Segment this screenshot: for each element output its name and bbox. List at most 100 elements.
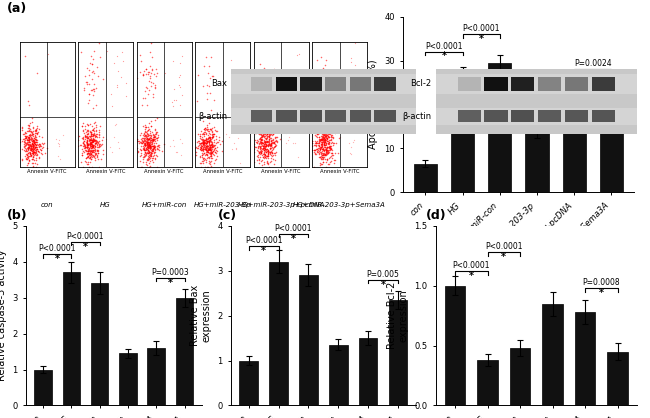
Point: [76, 142, 86, 149]
Point: [31, 134, 42, 140]
Point: [34, 141, 45, 148]
Point: [18, 143, 29, 150]
Point: [318, 69, 328, 75]
Point: [266, 141, 276, 148]
Point: [31, 164, 42, 171]
Point: [270, 143, 280, 149]
Point: [209, 139, 220, 145]
Point: [259, 64, 269, 71]
Point: [140, 140, 151, 147]
Point: [205, 145, 215, 152]
Point: [198, 137, 208, 144]
Point: [20, 133, 31, 140]
Point: [201, 143, 211, 150]
Point: [257, 81, 267, 88]
Point: [208, 143, 218, 150]
Point: [313, 140, 323, 146]
Point: [320, 152, 331, 158]
Text: HG+miR-203-3p: HG+miR-203-3p: [194, 202, 252, 208]
Point: [195, 146, 205, 153]
Point: [248, 158, 259, 165]
Point: [263, 135, 273, 141]
Point: [202, 96, 212, 103]
Text: HG+miR-203-3p+pcDNA: HG+miR-203-3p+pcDNA: [237, 202, 325, 208]
Point: [195, 132, 205, 139]
Point: [192, 98, 203, 105]
Bar: [176, 298, 193, 405]
Point: [205, 153, 215, 159]
Point: [260, 143, 270, 150]
Point: [81, 138, 92, 144]
Bar: [565, 77, 588, 91]
Point: [90, 143, 101, 149]
Point: [138, 72, 148, 79]
Point: [253, 151, 263, 158]
Point: [90, 149, 101, 156]
Point: [23, 145, 33, 152]
Point: [259, 139, 270, 145]
Point: [321, 150, 332, 157]
Text: *: *: [381, 280, 385, 290]
Point: [27, 141, 38, 148]
Point: [261, 146, 272, 153]
Point: [37, 140, 47, 146]
Point: [266, 154, 276, 161]
Point: [265, 145, 276, 151]
Point: [88, 126, 99, 133]
Point: [89, 88, 99, 94]
Point: [315, 145, 325, 152]
Bar: [300, 110, 322, 122]
Point: [142, 138, 153, 145]
Point: [23, 128, 33, 135]
Point: [323, 131, 333, 138]
Point: [85, 133, 96, 140]
Point: [263, 142, 273, 148]
Point: [175, 59, 185, 66]
Point: [141, 145, 151, 152]
Point: [322, 86, 332, 92]
Point: [147, 143, 157, 150]
Point: [268, 144, 279, 151]
Point: [318, 130, 329, 137]
Point: [263, 140, 273, 147]
Point: [195, 160, 205, 166]
Point: [317, 149, 327, 156]
Point: [198, 117, 208, 124]
Point: [260, 140, 270, 146]
Point: [318, 134, 328, 140]
Point: [315, 153, 326, 160]
Point: [313, 140, 324, 146]
Point: [25, 132, 35, 138]
Point: [30, 138, 40, 145]
Point: [266, 150, 277, 157]
Point: [328, 135, 338, 141]
Point: [324, 143, 335, 150]
Point: [136, 135, 146, 142]
Point: [315, 149, 325, 155]
Text: HG+miR-con: HG+miR-con: [142, 202, 187, 208]
Point: [23, 133, 33, 140]
Point: [262, 142, 272, 148]
Point: [140, 137, 151, 144]
Point: [140, 151, 150, 158]
Point: [89, 130, 99, 136]
Point: [153, 147, 164, 153]
Point: [207, 135, 217, 141]
Point: [20, 135, 30, 142]
Point: [91, 131, 101, 138]
Point: [121, 93, 131, 99]
Point: [266, 140, 276, 147]
Point: [259, 141, 270, 148]
Point: [145, 129, 155, 136]
Point: [88, 136, 98, 143]
Point: [326, 146, 336, 153]
Point: [207, 131, 217, 138]
Point: [318, 138, 328, 145]
Point: [86, 145, 97, 152]
Point: [208, 97, 218, 104]
Point: [261, 138, 272, 144]
Point: [320, 135, 330, 142]
Point: [261, 139, 272, 146]
Point: [324, 145, 334, 151]
Point: [30, 144, 40, 150]
